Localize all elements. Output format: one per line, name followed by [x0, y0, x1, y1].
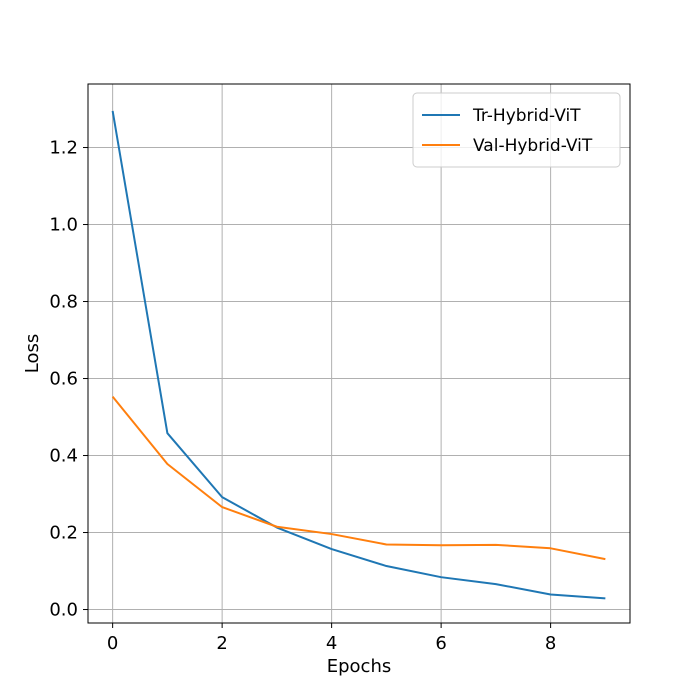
x-axis-label: Epochs — [327, 656, 392, 677]
y-tick-label: 1.2 — [49, 138, 78, 159]
legend-label: Val-Hybrid-ViT — [473, 136, 593, 156]
y-tick-label: 0.0 — [49, 600, 78, 621]
y-tick-label: 0.8 — [49, 292, 78, 313]
grid-lines — [88, 84, 630, 623]
x-tick-label: 6 — [435, 633, 446, 654]
y-tick-label: 0.2 — [49, 523, 78, 544]
y-tick-label: 0.6 — [49, 369, 78, 390]
legend: Tr-Hybrid-ViT Val-Hybrid-ViT — [412, 92, 621, 168]
x-tick-label: 8 — [545, 633, 556, 654]
legend-label: Tr-Hybrid-ViT — [472, 106, 581, 126]
axis-ticks: 0 2 4 6 8 0.0 0.2 0.4 0.6 0.8 1.0 1.2 — [49, 138, 556, 654]
x-tick-label: 2 — [216, 633, 227, 654]
y-tick-label: 0.4 — [49, 446, 78, 467]
plot-area-frame — [87, 83, 631, 624]
y-tick-label: 1.0 — [49, 215, 78, 236]
legend-box — [412, 92, 621, 168]
series-line — [111, 395, 606, 561]
series-line — [111, 110, 606, 600]
y-axis-label: Loss — [22, 334, 43, 373]
x-tick-label: 0 — [107, 633, 118, 654]
series-lines — [111, 110, 606, 600]
x-tick-label: 4 — [326, 633, 337, 654]
